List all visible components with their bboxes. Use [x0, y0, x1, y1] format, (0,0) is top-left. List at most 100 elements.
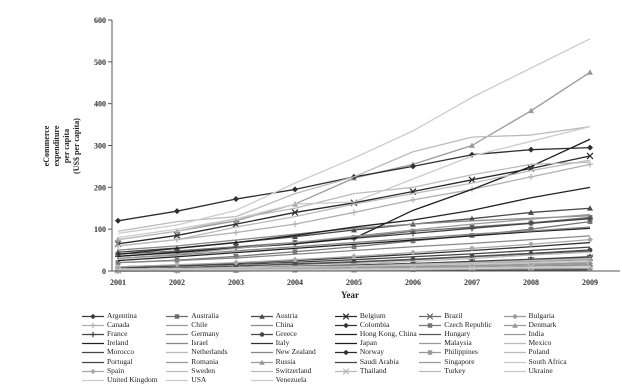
legend-swatch [82, 379, 104, 382]
legend-entry: Italy [250, 338, 335, 348]
legend-label: Philippines [444, 347, 478, 357]
legend-swatch [419, 333, 442, 336]
series-line [117, 159, 591, 247]
legend-label: Chile [191, 319, 208, 329]
data-point [292, 249, 298, 255]
legend-label: Morocco [107, 347, 135, 357]
series-line [117, 226, 591, 260]
legend-swatch-marker [342, 312, 350, 320]
series-ireland [117, 186, 591, 255]
legend-swatch-marker [426, 312, 434, 320]
series-israel [117, 235, 591, 264]
y-tick-label: 100 [94, 225, 106, 234]
legend-entry: Poland [503, 347, 588, 357]
legend-entry: Australia [166, 310, 250, 321]
series-spain [115, 236, 593, 270]
legend-label: China [275, 319, 294, 329]
legend-label: Venezuela [275, 374, 307, 384]
series-line [117, 161, 591, 241]
legend-swatch [334, 312, 357, 320]
series-united-kingdom [117, 38, 591, 234]
legend-entry: Ukraine [503, 365, 588, 376]
legend-swatch [166, 342, 189, 345]
legend-entry: Morocco [82, 347, 166, 357]
data-point [233, 196, 239, 203]
series-line [117, 138, 591, 258]
data-point [469, 225, 475, 232]
legend-entry: Belgium [334, 311, 419, 321]
legend-swatch-marker [343, 322, 349, 328]
y-tick-label: 300 [94, 142, 106, 151]
legend-swatch [250, 313, 273, 319]
data-point [351, 244, 357, 250]
legend-swatch [82, 313, 104, 319]
x-tick-label: 2004 [287, 278, 303, 287]
legend-swatch [250, 352, 273, 354]
legend-swatch-marker [90, 368, 96, 374]
data-point [410, 196, 416, 203]
data-point [233, 229, 239, 236]
data-point [351, 227, 357, 233]
legend-label: Mexico [528, 338, 552, 348]
legend-label: Australia [191, 310, 219, 320]
series-line [118, 266, 591, 271]
legend-entry: Netherlands [166, 347, 250, 357]
legend-swatch [503, 361, 526, 363]
legend-entry: Canada [82, 320, 166, 330]
data-point [469, 142, 475, 148]
legend-entry: Singapore [419, 357, 503, 367]
y-tick-label: 400 [94, 100, 106, 109]
legend-label: Czech Republic [444, 319, 492, 329]
data-point [115, 249, 121, 255]
series-turkey [117, 257, 591, 271]
legend-entry: Malaysia [419, 338, 503, 348]
series-line [117, 246, 591, 269]
series-line [117, 215, 591, 251]
legend-label: Austria [275, 310, 298, 320]
legend-entry: Brazil [419, 311, 503, 321]
data-point [233, 259, 239, 266]
series-japan [117, 138, 591, 258]
legend-label: Ireland [107, 338, 129, 348]
legend-swatch [82, 368, 104, 374]
legend-entry: Venezuela [250, 374, 335, 385]
legend-swatch [334, 361, 357, 363]
data-point [233, 253, 239, 259]
legend-entry: Hong Kong, China [334, 329, 419, 339]
x-axis-ticks: 2001 2002 2003 2004 2005 2006 2007 2008 2009 [110, 278, 598, 287]
legend-swatch [82, 352, 104, 354]
data-point [587, 205, 593, 211]
legend-entry: Spain [82, 366, 166, 376]
data-point [587, 215, 593, 222]
data-point [351, 209, 357, 216]
legend-label: Israel [191, 338, 208, 348]
legend-entry: Bulgaria [503, 311, 588, 321]
legend-label: Malaysia [444, 338, 472, 348]
legend-swatch [250, 342, 273, 345]
data-point [527, 263, 535, 271]
x-tick-label: 2006 [405, 278, 421, 287]
data-point [469, 266, 475, 272]
series-germany [117, 215, 591, 251]
legend-swatch [82, 361, 104, 363]
legend-label: Switzerland [275, 365, 312, 375]
legend-label: Ukraine [528, 365, 553, 375]
legend-swatch [503, 342, 526, 345]
legend-entry: Philippines [419, 347, 503, 357]
legend-swatch [82, 322, 104, 328]
legend-swatch [419, 361, 442, 363]
legend-swatch [503, 370, 526, 372]
legend-swatch [250, 379, 273, 382]
legend-entry: Romania [166, 357, 250, 367]
data-point [410, 238, 416, 244]
legend-swatch [166, 324, 189, 326]
data-point [410, 163, 416, 170]
legend-label: South Africa [528, 356, 567, 366]
data-point [292, 221, 298, 228]
series-new-zealand [117, 226, 591, 260]
data-point [587, 144, 593, 151]
legend-swatch [166, 361, 189, 363]
legend-label: India [528, 328, 544, 338]
legend-swatch [419, 350, 442, 356]
